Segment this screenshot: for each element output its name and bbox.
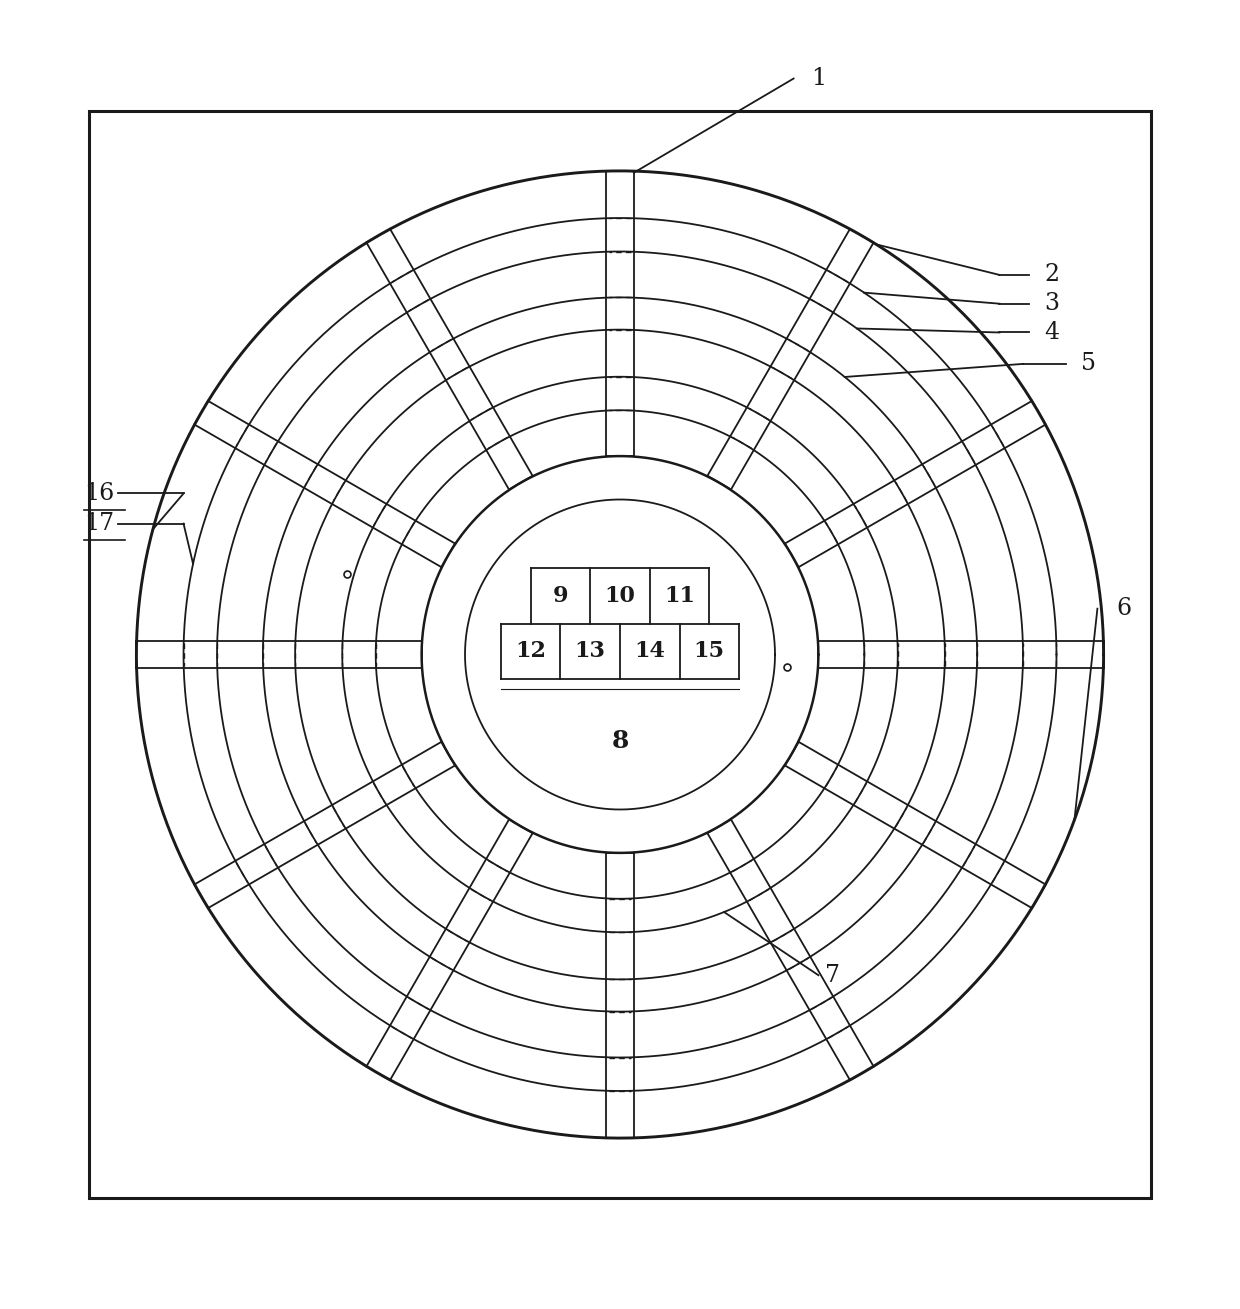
Text: 6: 6 xyxy=(1116,597,1131,620)
Text: 12: 12 xyxy=(516,640,546,662)
Text: 17: 17 xyxy=(84,512,114,535)
Text: 16: 16 xyxy=(84,482,114,505)
Text: 4: 4 xyxy=(1044,321,1059,344)
Bar xyxy=(89,111,1151,1198)
Text: 2: 2 xyxy=(1044,263,1059,287)
Text: 5: 5 xyxy=(1081,352,1096,376)
Text: 14: 14 xyxy=(635,640,665,662)
Text: 3: 3 xyxy=(1044,292,1059,315)
Text: 15: 15 xyxy=(694,640,724,662)
Text: 8: 8 xyxy=(611,729,629,753)
Text: 7: 7 xyxy=(825,963,839,987)
Text: 13: 13 xyxy=(575,640,605,662)
Text: 1: 1 xyxy=(811,67,826,90)
Text: 10: 10 xyxy=(605,585,635,606)
Text: 11: 11 xyxy=(665,585,694,606)
Text: 9: 9 xyxy=(553,585,568,606)
